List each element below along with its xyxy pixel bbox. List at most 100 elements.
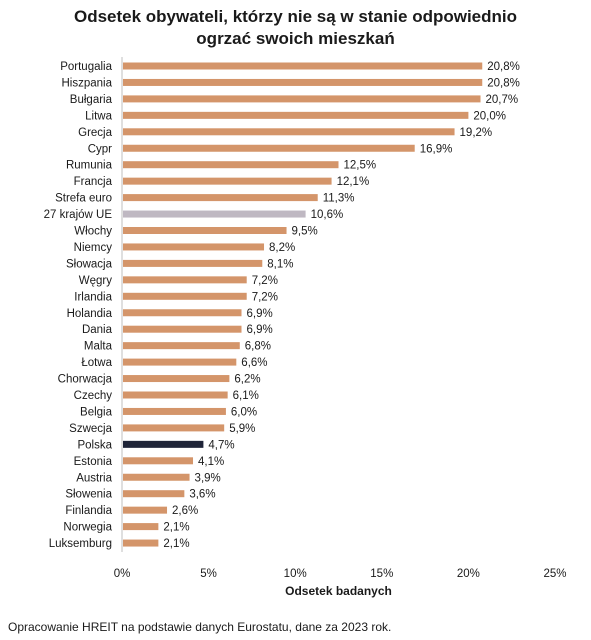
data-label: 3,6% xyxy=(189,489,215,501)
x-tick-label: 5% xyxy=(200,568,217,580)
data-label: 2,1% xyxy=(163,522,189,534)
bar xyxy=(123,490,185,498)
chart-title: Odsetek obywateli, którzy nie są w stani… xyxy=(0,6,591,50)
x-tick-label: 25% xyxy=(543,568,566,580)
data-label: 7,2% xyxy=(252,275,278,287)
bar xyxy=(123,292,247,300)
category-label: Słowacja xyxy=(66,258,113,270)
category-label: Rumunia xyxy=(66,160,113,172)
data-label: 4,7% xyxy=(208,439,234,451)
category-label: Francja xyxy=(74,176,113,188)
x-axis-title: Odsetek badanych xyxy=(285,584,392,598)
category-label: Bułgaria xyxy=(70,94,113,106)
data-label: 20,8% xyxy=(487,61,520,73)
category-label: Słowenia xyxy=(65,489,112,501)
data-label: 20,8% xyxy=(487,77,520,89)
bar xyxy=(123,309,242,317)
category-label: Malta xyxy=(84,341,113,353)
bar xyxy=(123,111,469,119)
x-tick-label: 0% xyxy=(114,568,131,580)
category-label: Irlandia xyxy=(74,291,112,303)
data-label: 20,7% xyxy=(486,94,519,106)
bar xyxy=(123,78,483,86)
category-label: Belgia xyxy=(80,406,113,418)
data-label: 6,2% xyxy=(234,374,260,386)
category-label: Cypr xyxy=(88,143,112,155)
bar xyxy=(123,342,240,350)
bar xyxy=(123,227,287,234)
data-label: 8,2% xyxy=(269,242,295,254)
data-label: 2,1% xyxy=(163,538,189,550)
data-label: 6,9% xyxy=(247,308,273,320)
category-label: Dania xyxy=(82,324,113,336)
category-label: Grecja xyxy=(78,127,112,139)
category-label: Szwecja xyxy=(69,423,112,435)
data-label: 6,0% xyxy=(231,406,257,418)
data-label: 12,1% xyxy=(337,176,370,188)
bar xyxy=(123,539,159,547)
data-label: 3,9% xyxy=(195,472,221,484)
data-label: 6,6% xyxy=(241,357,267,369)
bar xyxy=(123,391,228,399)
category-label: Węgry xyxy=(79,275,112,287)
bar xyxy=(123,62,483,70)
bar xyxy=(123,210,306,218)
category-label: Norwegia xyxy=(63,522,112,534)
category-label: Luksemburg xyxy=(49,538,112,550)
bar xyxy=(123,523,159,531)
bar xyxy=(123,325,242,333)
category-label: Włochy xyxy=(74,226,112,238)
bar xyxy=(123,276,247,284)
x-tick-label: 10% xyxy=(284,568,307,580)
data-label: 19,2% xyxy=(460,127,493,139)
bar xyxy=(123,407,226,415)
chart-title-line-1: Odsetek obywateli, którzy nie są w stani… xyxy=(73,7,518,26)
bar xyxy=(123,144,415,152)
category-label: Chorwacja xyxy=(58,374,113,386)
data-label: 9,5% xyxy=(292,226,318,238)
data-label: 7,2% xyxy=(252,291,278,303)
data-label: 4,1% xyxy=(198,456,224,468)
category-label: Łotwa xyxy=(81,357,112,369)
bar xyxy=(123,177,332,185)
bar xyxy=(123,457,194,465)
bar xyxy=(123,473,190,481)
category-label: Hiszpania xyxy=(62,77,113,89)
category-label: Polska xyxy=(77,439,112,451)
category-label: Finlandia xyxy=(65,505,112,517)
bar xyxy=(123,161,339,169)
category-label: 27 krajów UE xyxy=(44,209,113,221)
bar xyxy=(123,506,168,514)
chart-title-line-2: ogrzać swoich mieszkań xyxy=(196,29,395,48)
category-label: Niemcy xyxy=(74,242,113,254)
data-label: 10,6% xyxy=(311,209,344,221)
category-label: Litwa xyxy=(85,110,112,122)
category-label: Portugalia xyxy=(60,61,112,73)
data-label: 6,1% xyxy=(233,390,259,402)
x-tick-label: 20% xyxy=(457,568,480,580)
data-label: 11,3% xyxy=(323,193,355,205)
category-label: Czechy xyxy=(74,390,113,402)
data-label: 2,6% xyxy=(172,505,198,517)
bar xyxy=(123,440,204,448)
bar xyxy=(123,128,455,136)
bar xyxy=(123,259,263,267)
data-label: 12,5% xyxy=(344,160,377,172)
bar xyxy=(123,194,318,202)
category-label: Strefa euro xyxy=(55,193,112,205)
data-label: 5,9% xyxy=(229,423,255,435)
data-label: 6,8% xyxy=(245,341,271,353)
bar xyxy=(123,358,237,366)
x-tick-label: 15% xyxy=(370,568,393,580)
data-label: 16,9% xyxy=(420,143,453,155)
bar xyxy=(123,243,265,251)
bar xyxy=(123,424,225,432)
bar xyxy=(123,95,481,103)
data-label: 8,1% xyxy=(267,258,293,270)
data-label: 20,0% xyxy=(473,110,506,122)
category-label: Austria xyxy=(76,472,112,484)
source-note: Opracowanie HREIT na podstawie danych Eu… xyxy=(8,620,392,634)
category-label: Estonia xyxy=(74,456,113,468)
bar xyxy=(123,375,230,383)
